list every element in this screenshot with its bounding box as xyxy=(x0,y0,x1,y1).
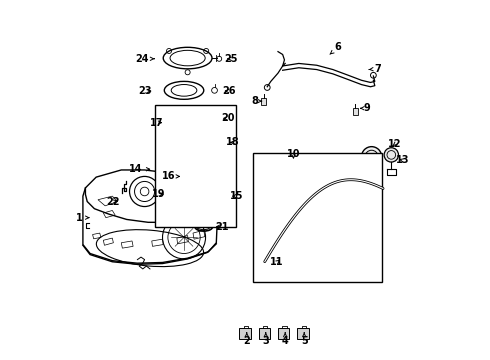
Circle shape xyxy=(362,147,382,167)
Bar xyxy=(191,143,194,148)
Text: 14: 14 xyxy=(129,164,149,174)
Bar xyxy=(186,143,190,148)
Ellipse shape xyxy=(181,169,187,173)
Text: 10: 10 xyxy=(287,149,300,159)
Text: 26: 26 xyxy=(222,86,236,96)
FancyBboxPatch shape xyxy=(184,131,202,148)
Text: 5: 5 xyxy=(301,333,308,346)
Text: 12: 12 xyxy=(388,139,402,149)
Bar xyxy=(253,153,382,282)
Text: 24: 24 xyxy=(135,54,154,64)
Text: 13: 13 xyxy=(396,155,410,165)
Bar xyxy=(353,108,358,116)
Bar xyxy=(207,184,218,195)
Text: 9: 9 xyxy=(361,103,370,113)
Text: 7: 7 xyxy=(369,64,381,74)
Bar xyxy=(155,105,236,227)
Text: 21: 21 xyxy=(215,222,228,231)
Text: 15: 15 xyxy=(230,191,244,201)
FancyBboxPatch shape xyxy=(239,328,251,338)
Text: 11: 11 xyxy=(270,257,283,267)
Text: 23: 23 xyxy=(139,86,152,96)
Text: 1: 1 xyxy=(76,213,89,222)
Text: 8: 8 xyxy=(251,96,262,106)
FancyBboxPatch shape xyxy=(259,328,270,338)
Text: 22: 22 xyxy=(106,197,120,207)
Ellipse shape xyxy=(207,193,218,197)
Ellipse shape xyxy=(190,218,211,225)
Text: 18: 18 xyxy=(226,138,240,147)
FancyBboxPatch shape xyxy=(278,328,290,338)
Text: 6: 6 xyxy=(330,42,342,54)
Ellipse shape xyxy=(183,127,203,134)
Bar xyxy=(187,130,199,138)
Bar xyxy=(262,98,266,105)
Text: 16: 16 xyxy=(162,171,179,181)
Ellipse shape xyxy=(190,198,211,205)
Bar xyxy=(190,202,211,221)
Circle shape xyxy=(384,148,398,162)
Ellipse shape xyxy=(169,192,174,197)
Ellipse shape xyxy=(207,181,218,186)
Text: 2: 2 xyxy=(244,333,250,346)
Text: 17: 17 xyxy=(150,118,164,128)
Text: 4: 4 xyxy=(282,333,289,346)
Text: 3: 3 xyxy=(263,333,269,346)
Text: 25: 25 xyxy=(224,54,238,64)
Bar xyxy=(181,171,187,178)
Ellipse shape xyxy=(181,176,187,180)
Text: 20: 20 xyxy=(221,113,235,123)
FancyBboxPatch shape xyxy=(297,328,309,338)
Text: 19: 19 xyxy=(151,189,165,199)
